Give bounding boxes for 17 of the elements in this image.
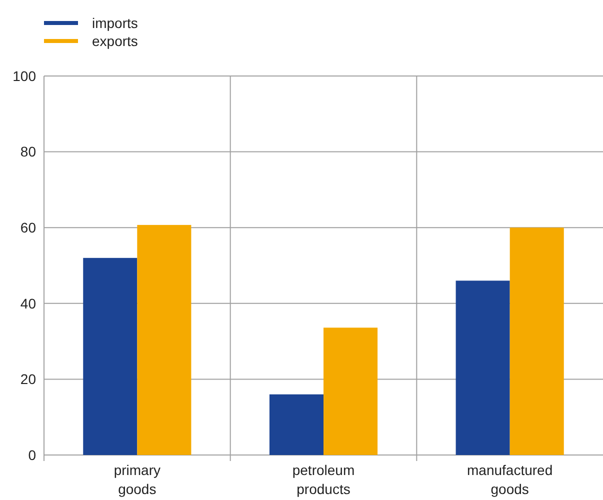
legend-label: imports bbox=[92, 14, 138, 31]
y-tick-label: 0 bbox=[28, 446, 36, 463]
bar bbox=[510, 228, 564, 455]
bar bbox=[269, 394, 324, 455]
y-tick-label: 60 bbox=[20, 220, 36, 236]
bar bbox=[83, 258, 138, 455]
y-tick-label: 80 bbox=[20, 144, 36, 160]
x-tick-label: primary goods bbox=[114, 462, 161, 497]
y-tick-label: 20 bbox=[20, 371, 36, 388]
bar bbox=[324, 328, 378, 455]
x-tick-label: manufactured goods bbox=[467, 462, 553, 497]
y-tick-label: 40 bbox=[20, 295, 36, 312]
legend-label: exports bbox=[92, 32, 138, 49]
x-tick-label: petroleum products bbox=[292, 462, 355, 497]
bar bbox=[456, 280, 510, 455]
y-tick-label: 100 bbox=[12, 68, 36, 84]
bar bbox=[137, 224, 192, 455]
